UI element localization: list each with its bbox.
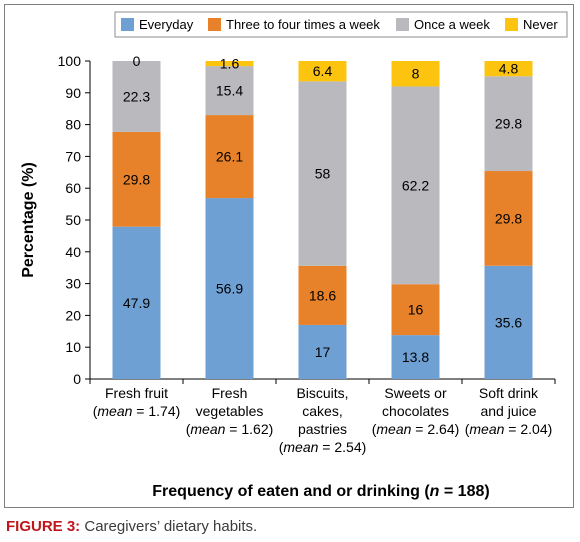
category-label: (mean = 2.54) [279, 439, 367, 455]
category-labels: Fresh fruit (mean = 1.74) Fresh vegetables (… [93, 385, 553, 455]
legend-label: Everyday [139, 17, 194, 32]
category-label: vegetables [196, 403, 264, 419]
bar-segment [391, 86, 440, 285]
y-axis-title: Percentage (%) [20, 162, 37, 278]
data-label: 56.9 [216, 281, 243, 297]
legend-swatch [121, 18, 134, 31]
bars: 47.9 29.8 22.3 0 56.9 26.1 15.4 1.6 17 18.6 58 6.4 1… [112, 53, 533, 379]
y-tick-label: 10 [65, 339, 81, 355]
legend-swatch [208, 18, 221, 31]
category-label: cakes, [302, 403, 342, 419]
bar-segment [484, 76, 533, 172]
bar-segment [112, 226, 161, 379]
bar-segment [298, 61, 347, 82]
data-label: 13.8 [402, 349, 429, 365]
data-label: 35.6 [495, 314, 522, 330]
y-tick-label: 100 [58, 53, 82, 69]
y-tick-label: 0 [73, 371, 81, 387]
y-tick-label: 40 [65, 244, 81, 260]
category-label: Fresh [212, 385, 248, 401]
data-label: 17 [315, 344, 331, 360]
category-label: Biscuits, [296, 385, 348, 401]
data-label: 8 [412, 66, 420, 82]
data-label: 22.3 [123, 88, 150, 104]
bar-segment [391, 61, 440, 87]
bar-segment [298, 265, 347, 325]
data-label: 15.4 [216, 83, 243, 99]
bar-segment [484, 171, 533, 266]
data-label: 4.8 [499, 61, 519, 77]
category-label: Soft drink [479, 385, 539, 401]
chart-frame [4, 4, 574, 508]
y-tick-label: 80 [65, 117, 81, 133]
category-label: pastries [298, 421, 347, 437]
y-tick-label: 60 [65, 180, 81, 196]
data-label: 58 [315, 166, 331, 182]
data-label: 26.1 [216, 149, 243, 165]
category-label: chocolates [382, 403, 449, 419]
data-label: 29.8 [495, 116, 522, 132]
data-label: 1.6 [220, 56, 240, 72]
legend-label: Never [523, 17, 558, 32]
bar-segment [205, 66, 254, 116]
y-tick-label: 90 [65, 85, 81, 101]
y-tick-label: 30 [65, 276, 81, 292]
y-tick-label: 50 [65, 212, 81, 228]
bar-segment [205, 61, 254, 67]
bar-segment [112, 131, 161, 227]
data-label: 16 [408, 302, 424, 318]
bar-segment [112, 61, 161, 132]
legend-label: Three to four times a week [226, 17, 380, 32]
bar-segment [391, 335, 440, 379]
category-label: (mean = 2.64) [372, 421, 460, 437]
data-label: 0 [133, 53, 141, 69]
legend-box [114, 11, 568, 38]
data-label: 62.2 [402, 177, 429, 193]
y-tick-label: 20 [65, 307, 81, 323]
data-label: 6.4 [313, 63, 333, 79]
data-label: 29.8 [495, 210, 522, 226]
caption-text: Caregivers’ dietary habits. [84, 518, 258, 535]
bar-segment [391, 284, 440, 336]
legend-swatch [505, 18, 518, 31]
data-label: 47.9 [123, 295, 150, 311]
legend-label: Once a week [414, 17, 490, 32]
data-label: 18.6 [309, 287, 336, 303]
figure-caption: FIGURE 3: Caregivers’ dietary habits. [6, 518, 257, 535]
bar-segment [205, 198, 254, 379]
legend-swatch [396, 18, 409, 31]
category-label: (mean = 2.04) [465, 421, 553, 437]
caption-label: FIGURE 3: [6, 518, 81, 535]
bar-segment [205, 115, 254, 199]
x-axis-title: Frequency of eaten and or drinking (n = … [152, 483, 489, 500]
data-label: 29.8 [123, 171, 150, 187]
category-label: Fresh fruit [105, 385, 168, 401]
category-label: and juice [480, 403, 536, 419]
legend: Everyday Three to four times a week Once a… [114, 11, 568, 38]
bar-segment [298, 81, 347, 266]
y-tick-label: 70 [65, 148, 81, 164]
bar-segment [484, 61, 533, 77]
bar-segment [298, 324, 347, 379]
category-label: (mean = 1.74) [93, 403, 181, 419]
bar-segment [484, 265, 533, 379]
category-label: (mean = 1.62) [186, 421, 274, 437]
category-label: Sweets or [384, 385, 447, 401]
